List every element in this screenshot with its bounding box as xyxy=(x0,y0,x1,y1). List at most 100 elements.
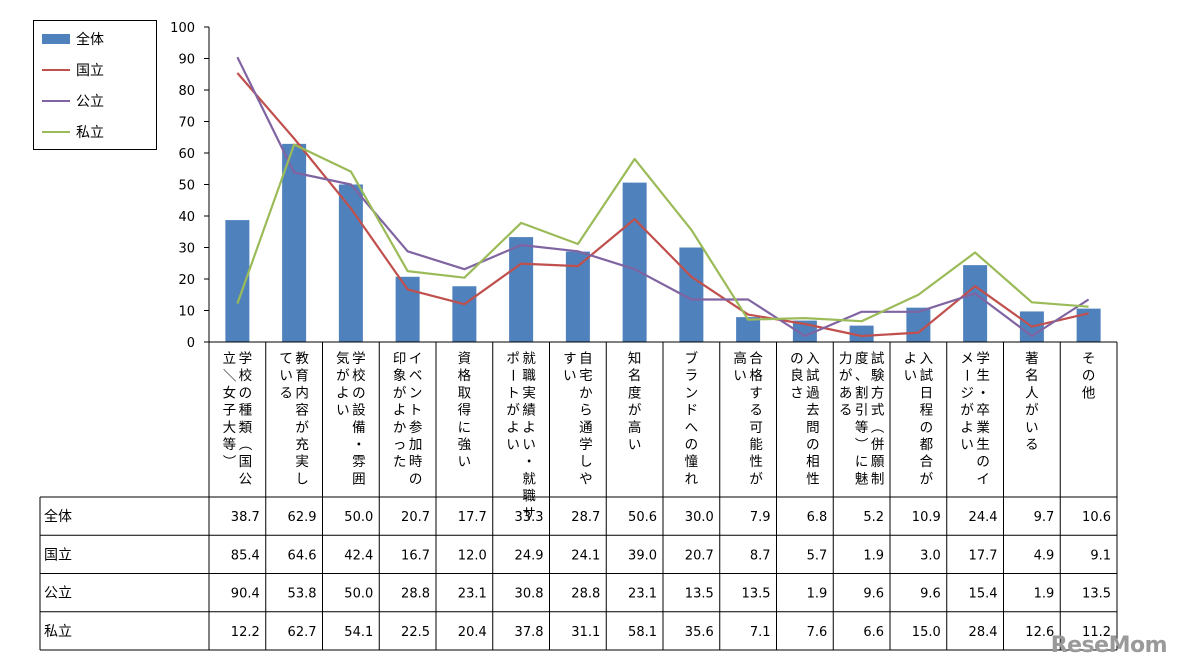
category-label-char: が xyxy=(1025,403,1039,419)
category-label-char: の xyxy=(806,437,820,453)
category-label-char: 気 xyxy=(336,351,350,367)
table-cell: 13.5 xyxy=(685,587,714,602)
category-label-char: ラ xyxy=(685,368,699,384)
category-label-char: ト xyxy=(409,403,423,419)
category-label-char: メ xyxy=(960,351,974,367)
category-label-char: 人 xyxy=(1025,385,1039,401)
table-cell: 28.8 xyxy=(401,587,430,602)
legend-item-private: 私立 xyxy=(42,122,104,142)
category-label-char: 良 xyxy=(790,368,804,384)
category-label-char: よ xyxy=(336,385,350,401)
category-label-char: 試 xyxy=(920,368,934,384)
category-label-char: 充 xyxy=(295,437,309,453)
category-label-char: 名 xyxy=(1025,368,1039,384)
category-label-char: 校 xyxy=(352,367,366,384)
table-cell: 42.4 xyxy=(344,548,373,563)
category-label-char: 内 xyxy=(295,385,309,401)
category-label-char: ブ xyxy=(685,350,699,367)
series-line-3 xyxy=(236,143,1089,323)
category-label-char: 容 xyxy=(295,402,309,419)
category-label-char: が xyxy=(295,420,309,436)
category-label-char: い xyxy=(563,368,577,384)
category-label-char: 宅 xyxy=(579,368,593,384)
category-label-char: 雰 xyxy=(352,454,366,470)
category-label-char: が xyxy=(839,368,853,384)
category-label-char: 国 xyxy=(239,454,253,470)
category-label-char: に xyxy=(855,454,869,470)
category-label-char: い xyxy=(522,437,536,453)
category-label-char: 立 xyxy=(223,351,237,367)
table-cell: 50.6 xyxy=(628,510,657,525)
category-label-char: 憧 xyxy=(685,454,699,470)
table-cell: 12.6 xyxy=(1025,625,1054,640)
category-label-char: の xyxy=(685,437,699,453)
table-cell: 53.8 xyxy=(288,587,317,602)
category-label-char: い xyxy=(628,437,642,453)
category-label-char: あ xyxy=(839,385,853,401)
legend-item-national: 国立 xyxy=(42,60,104,80)
category-label-char: 他 xyxy=(1082,385,1096,401)
y-tick-label: 80 xyxy=(178,84,195,99)
y-tick-label: 50 xyxy=(178,179,195,194)
category-label-char: 育 xyxy=(295,368,309,384)
category-label-char: 願 xyxy=(871,454,885,470)
category-label-char: 通 xyxy=(579,420,593,436)
table-cell: 62.7 xyxy=(288,625,317,640)
category-label-char: 実 xyxy=(295,454,309,470)
bar-all xyxy=(622,182,647,342)
category-label-char: 備 xyxy=(352,420,366,436)
table-cell: 20.7 xyxy=(401,510,430,525)
category-label-char: の xyxy=(409,471,423,487)
category-label-char: 問 xyxy=(806,420,820,436)
bar-all xyxy=(736,317,761,342)
category-label-char: い xyxy=(904,368,918,384)
category-label-char: い xyxy=(336,403,350,419)
category-label-char: さ xyxy=(790,385,804,401)
table-row-header: 公立 xyxy=(44,586,72,602)
legend-item-public: 公立 xyxy=(42,91,104,111)
legend-swatch-private xyxy=(42,131,70,133)
table-cell: 17.7 xyxy=(969,548,998,563)
category-label-char: る xyxy=(1025,437,1039,453)
category-label-char: 験 xyxy=(871,368,885,384)
category-label-char: 知 xyxy=(628,350,642,367)
category-label-char: 大 xyxy=(223,420,237,436)
category-label-char: し xyxy=(295,471,309,487)
legend-swatch-all xyxy=(42,34,70,44)
legend-label-national: 国立 xyxy=(76,63,104,79)
category-label-char: 子 xyxy=(223,403,237,419)
y-tick-label: 60 xyxy=(178,147,195,162)
table-cell: 4.9 xyxy=(1034,548,1055,563)
category-label-char: そ xyxy=(1082,351,1096,367)
category-label-char: 就 xyxy=(522,471,536,487)
category-label-char: い xyxy=(458,454,472,470)
category-label-char: 合 xyxy=(920,454,934,470)
watermark-logo: ReseMom xyxy=(1050,633,1168,658)
table-row-header: 私立 xyxy=(44,624,72,640)
category-label-char: 入 xyxy=(806,351,820,367)
legend-swatch-national xyxy=(42,69,70,71)
table-cell: 12.0 xyxy=(458,548,487,563)
table-cell: 7.9 xyxy=(750,510,771,525)
category-label-char: 生 xyxy=(976,437,990,453)
table-cell: 13.5 xyxy=(1082,587,1111,602)
category-label-char: 校 xyxy=(239,367,253,384)
category-label-char: 就 xyxy=(522,351,536,367)
table-cell: 30.8 xyxy=(515,587,544,602)
category-label-char: 度 xyxy=(628,385,642,401)
category-label-char: 学 xyxy=(239,351,253,367)
category-label-char: が xyxy=(393,385,407,401)
category-label-char: ポ xyxy=(506,351,520,367)
category-label-char: 設 xyxy=(352,403,366,419)
table-cell: 28.4 xyxy=(969,625,998,640)
category-label-char: ・ xyxy=(352,437,366,453)
category-label-char: 方 xyxy=(871,385,885,401)
category-label-char: 合 xyxy=(749,351,763,367)
table-cell: 17.7 xyxy=(458,510,487,525)
table-cell: 24.1 xyxy=(571,548,600,563)
category-label-char: ン xyxy=(409,385,423,401)
bar-all xyxy=(282,143,307,342)
legend-label-private: 私立 xyxy=(76,125,104,141)
category-label-char: か xyxy=(393,420,407,436)
table-cell: 64.6 xyxy=(288,548,317,563)
